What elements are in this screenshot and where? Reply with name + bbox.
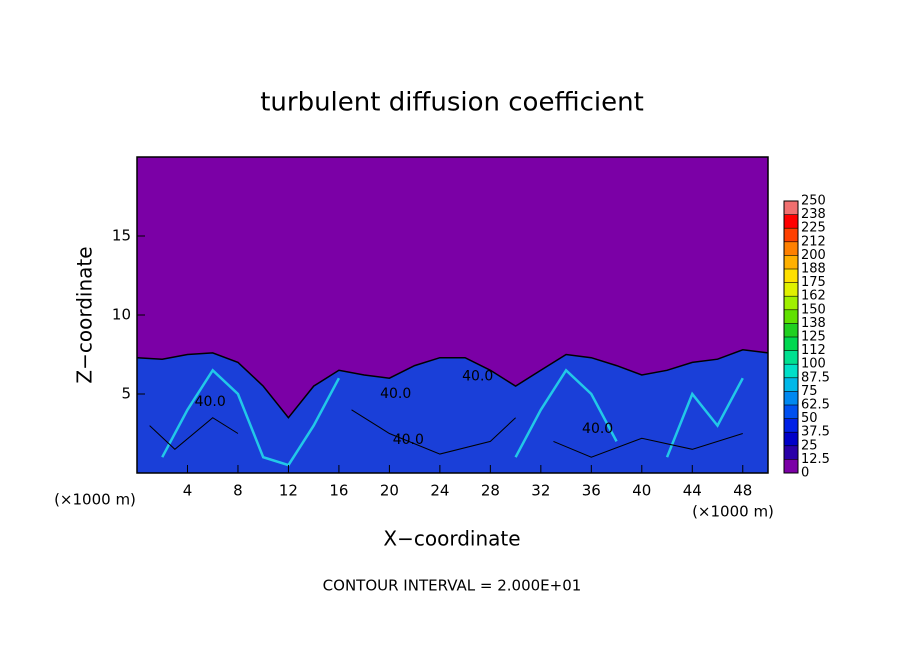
colorbar-label: 150	[801, 302, 826, 317]
colorbar-label: 50	[801, 411, 818, 426]
colorbar-bin	[784, 391, 798, 405]
x-axis-label: X−coordinate	[383, 527, 520, 551]
colorbar-bin	[784, 432, 798, 446]
y-axis-label: Z−coordinate	[73, 246, 97, 383]
colorbar-bin	[784, 364, 798, 378]
x-tick-label: 36	[582, 482, 601, 500]
contour-line	[136, 349, 769, 419]
colorbar-bin	[784, 350, 798, 365]
colorbar-bin	[784, 459, 798, 473]
chart-title: turbulent diffusion coefficient	[260, 88, 644, 118]
colorbar-label: 162	[801, 289, 826, 304]
colorbar-label: 112	[801, 343, 826, 358]
contour-line	[514, 368, 618, 458]
colorbar-label: 138	[801, 316, 826, 331]
x-unit: (×1000 m)	[54, 491, 136, 509]
x-tick-label: 8	[233, 482, 243, 500]
colorbar-label: 75	[801, 384, 818, 399]
colorbar-label: 175	[801, 275, 826, 290]
colorbar-label: 37.5	[801, 425, 830, 440]
colorbar-bin	[784, 214, 798, 229]
y-tick-label: 10	[112, 306, 131, 324]
colorbar-bin	[784, 241, 798, 256]
x-tick-label: 28	[481, 482, 500, 500]
x-unit: (×1000 m)	[692, 503, 774, 521]
x-tick-label: 20	[380, 482, 399, 500]
colorbar-label: 12.5	[801, 452, 830, 467]
x-tick-label: 12	[279, 482, 298, 500]
y-tick-label: 15	[112, 227, 131, 245]
contour-label: 40.0	[462, 369, 493, 385]
colorbar-bin	[784, 405, 798, 419]
colorbar-label: 188	[801, 262, 826, 277]
colorbar-label: 87.5	[801, 370, 830, 385]
contour-line	[351, 409, 516, 455]
colorbar-bin	[784, 337, 798, 351]
colorbar-label: 200	[801, 248, 826, 263]
colorbar-label: 25	[801, 438, 818, 453]
x-tick-label: 4	[183, 482, 193, 500]
colorbar-bin	[784, 323, 798, 337]
footer: CONTOUR INTERVAL = 2.000E+01	[323, 577, 582, 595]
colorbar-label: 250	[801, 194, 826, 209]
colorbar-bin	[784, 445, 798, 460]
contour-line	[149, 417, 239, 450]
x-tick-label: 24	[430, 482, 449, 500]
colorbar-bin	[784, 255, 798, 269]
contour-label: 40.0	[380, 386, 411, 402]
x-tick-label: 44	[683, 482, 702, 500]
colorbar-bin	[784, 269, 798, 283]
contour-line	[553, 433, 743, 458]
y-tick-label: 5	[121, 385, 131, 403]
colorbar-bin	[784, 282, 798, 297]
colorbar-bin	[784, 309, 798, 324]
turbulent-layer	[137, 349, 768, 473]
colorbar-label: 238	[801, 207, 826, 222]
colorbar-label: 225	[801, 221, 826, 236]
colorbar-bin	[784, 296, 798, 310]
contour-label: 40.0	[582, 421, 613, 437]
colorbar-bin	[784, 228, 798, 242]
x-tick-label: 40	[632, 482, 651, 500]
colorbar-bin	[784, 377, 798, 392]
colorbar-label: 62.5	[801, 398, 830, 413]
contour-line	[665, 377, 744, 458]
colorbar-label: 0	[801, 466, 809, 481]
contour-label: 40.0	[195, 394, 226, 410]
x-tick-label: 32	[531, 482, 550, 500]
colorbar-bin	[784, 418, 798, 433]
colorbar-label: 212	[801, 234, 826, 249]
x-tick-label: 16	[329, 482, 348, 500]
colorbar-bin	[784, 201, 798, 215]
contour-line	[161, 368, 341, 467]
colorbar-label: 100	[801, 357, 826, 372]
contour-label: 40.0	[393, 432, 424, 448]
colorbar-label: 125	[801, 330, 826, 345]
x-tick-label: 48	[733, 482, 752, 500]
